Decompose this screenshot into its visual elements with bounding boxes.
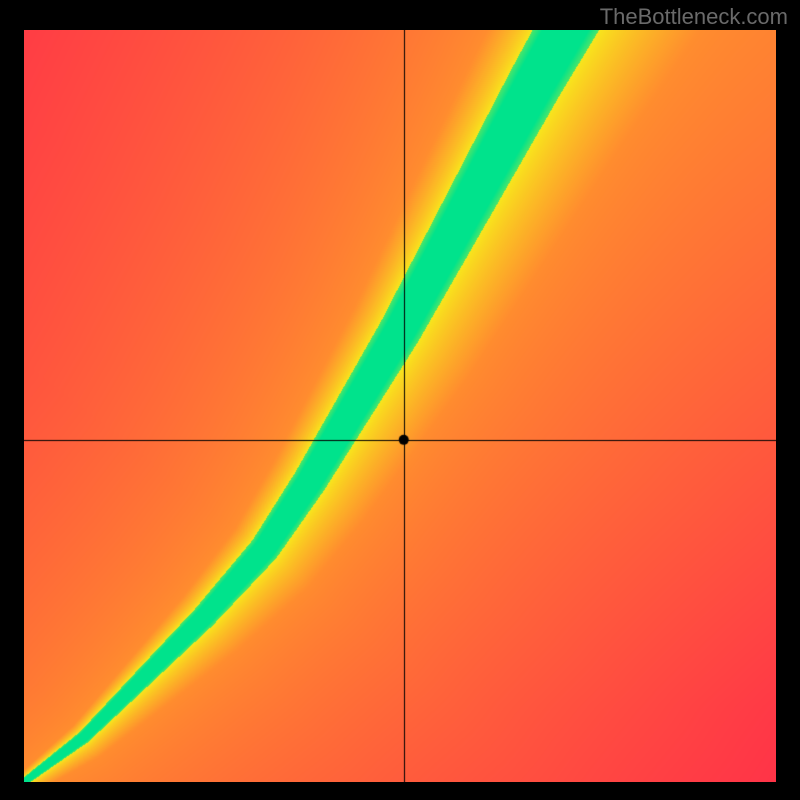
chart-container: TheBottleneck.com: [0, 0, 800, 800]
plot-area: [24, 30, 776, 782]
heatmap-canvas: [24, 30, 776, 782]
watermark-text: TheBottleneck.com: [600, 4, 788, 30]
